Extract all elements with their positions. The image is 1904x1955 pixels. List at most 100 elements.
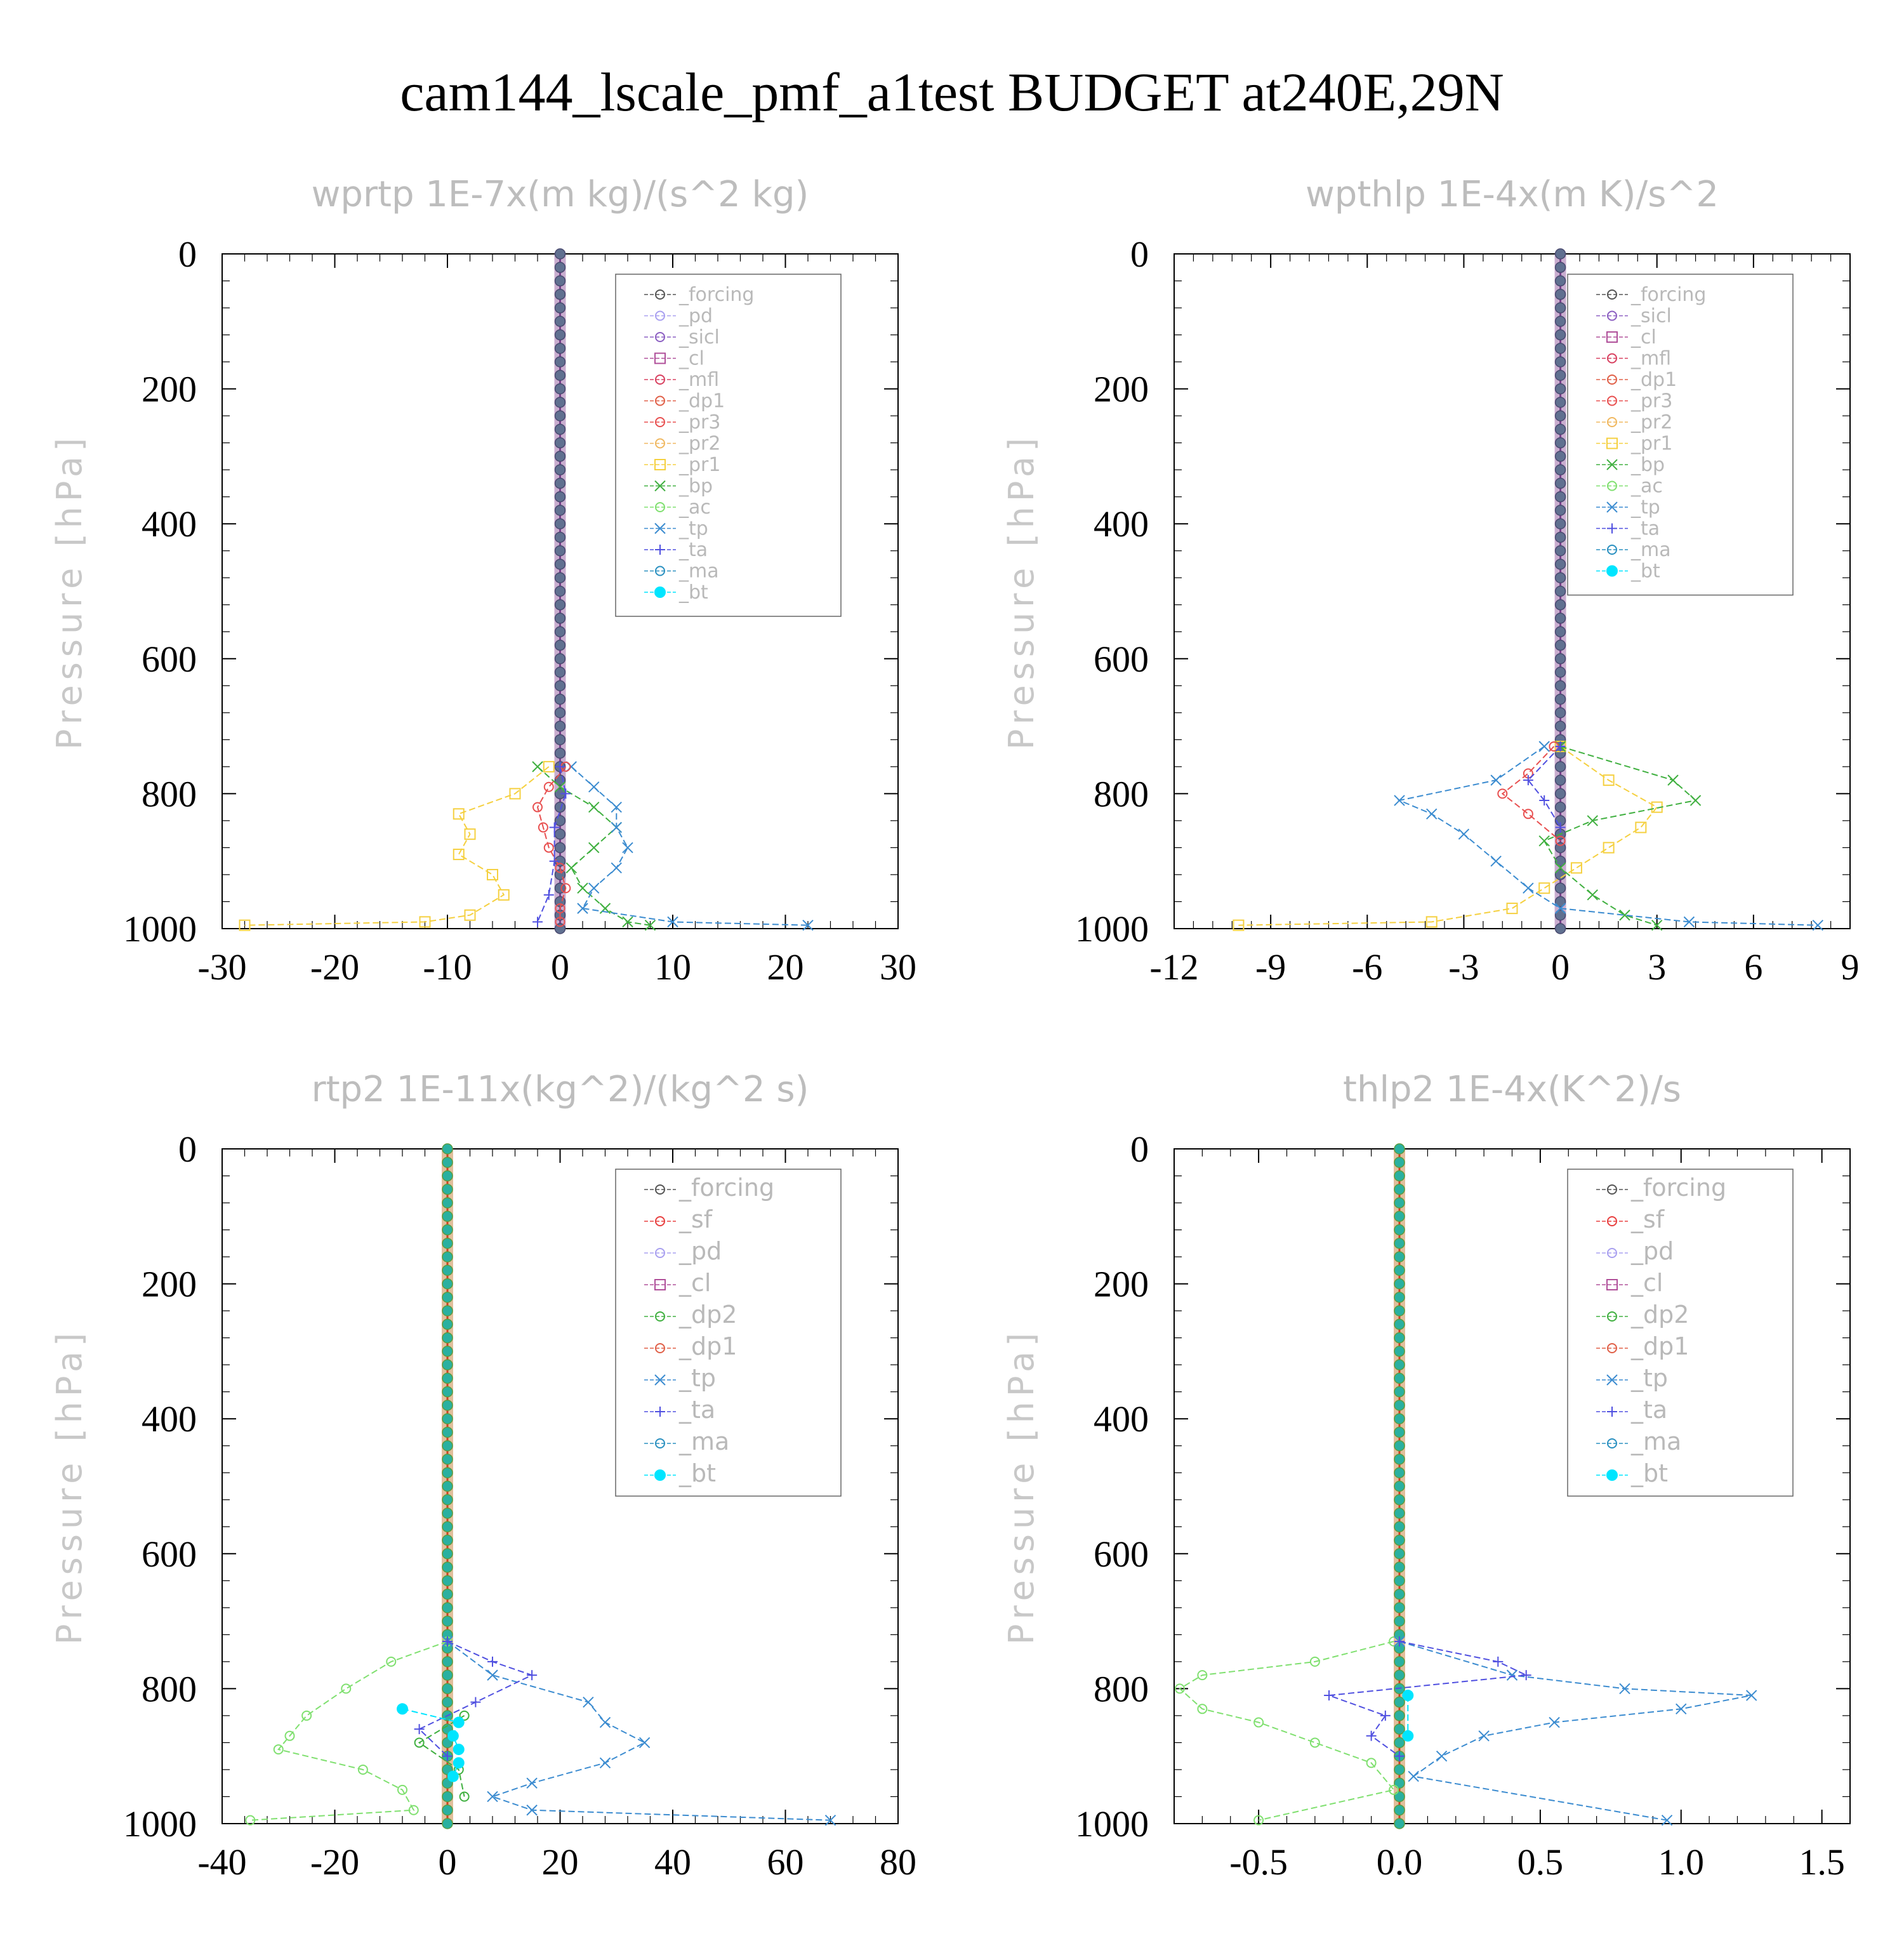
legend-marker <box>654 352 666 364</box>
plot-frame <box>1173 253 1851 929</box>
chart-svg: wprtp 1E-7x(m kg)/(s^2 kg) Pressure [hPa]… <box>50 174 916 988</box>
legend-marker <box>1607 353 1617 364</box>
legend-label: _dp1 <box>1630 1332 1689 1360</box>
y-tick-label: 200 <box>1094 1264 1149 1305</box>
data-point <box>1394 1751 1405 1761</box>
x-tick-label: 6 <box>1744 946 1762 988</box>
data-point <box>588 781 600 793</box>
legend-marker <box>654 522 666 534</box>
data-point <box>442 1751 453 1761</box>
legend-label: _dp1 <box>678 390 725 413</box>
series-line <box>1501 746 1561 842</box>
legend-label: _bt <box>678 581 708 604</box>
data-point <box>1309 1737 1320 1748</box>
legend-marker <box>654 586 666 598</box>
data-point <box>560 883 571 894</box>
legend-label: _ac <box>1630 475 1663 498</box>
y-tick-label: 600 <box>142 1534 197 1575</box>
legend-label: _ta <box>678 1396 715 1424</box>
data-point <box>538 822 548 833</box>
y-tick-label: 0 <box>178 1129 197 1170</box>
data-point <box>1555 822 1566 833</box>
data-point <box>802 919 814 931</box>
data-point <box>357 1764 368 1775</box>
zero-line-cluster <box>1394 1143 1405 1829</box>
panel-title: thlp2 1E-4x(K^2)/s <box>1343 1069 1681 1110</box>
legend-marker <box>1607 1216 1617 1226</box>
legend-label: _forcing <box>1630 284 1706 306</box>
data-point <box>1554 862 1566 874</box>
y-tick-label: 400 <box>1094 503 1149 545</box>
series-line <box>1397 746 1818 926</box>
data-point <box>464 909 476 921</box>
x-tick-label: -12 <box>1149 946 1198 988</box>
data-point <box>1506 1669 1518 1681</box>
data-point <box>588 801 600 813</box>
data-point <box>1253 1717 1264 1728</box>
data-point <box>459 1791 470 1802</box>
legend-label: _forcing <box>1630 1174 1726 1202</box>
data-point <box>555 917 565 927</box>
data-point <box>1587 815 1598 826</box>
main-title: cam144_lscale_pmf_a1test BUDGET at240E,2… <box>400 62 1504 123</box>
legend-marker <box>654 480 666 492</box>
series-bt <box>397 1703 465 1782</box>
series-ta <box>1324 1636 1531 1761</box>
y-tick-label: 1000 <box>1075 1803 1149 1845</box>
data-point <box>239 919 251 931</box>
y-tick-label: 800 <box>1094 1668 1149 1709</box>
series-pr1 <box>1233 740 1663 931</box>
data-point <box>397 1784 407 1795</box>
panel-thlp2: thlp2 1E-4x(K^2)/s Pressure [hPa] -0.5 0.0 0… <box>952 1054 1904 1955</box>
data-point <box>1603 774 1615 786</box>
x-tick-label: 40 <box>654 1841 691 1883</box>
panel-rtp2: rtp2 1E-11x(kg^2)/(kg^2 s) Pressure [hPa]… <box>0 1054 952 1955</box>
data-point <box>453 1744 465 1756</box>
panel-wprtp: wprtp 1E-7x(m kg)/(s^2 kg) Pressure [hPa]… <box>0 159 952 1060</box>
series-line <box>1179 1641 1395 1821</box>
x-tick-label: 0 <box>551 946 569 988</box>
x-tick-label: -30 <box>197 946 246 988</box>
data-point <box>1635 821 1647 833</box>
legend-label: _mfl <box>678 369 719 391</box>
legend-marker <box>1607 545 1617 555</box>
data-point <box>245 1815 256 1826</box>
data-point <box>560 788 571 799</box>
x-tick-label: -9 <box>1255 946 1286 988</box>
y-tick-label: 200 <box>142 369 197 410</box>
data-point <box>487 1656 498 1667</box>
data-point <box>1538 882 1550 894</box>
data-point <box>1436 1750 1448 1762</box>
legend-marker <box>1607 1248 1617 1258</box>
data-point <box>1389 1784 1399 1795</box>
chart-svg: thlp2 1E-4x(K^2)/s Pressure [hPa] -0.5 0.0 0… <box>1002 1069 1851 1883</box>
legend-marker <box>1606 331 1618 343</box>
legend-label: _dp1 <box>1630 369 1677 391</box>
series-line <box>1399 1641 1752 1821</box>
legend-label: _dp2 <box>1630 1301 1689 1329</box>
data-point <box>1408 1770 1419 1782</box>
data-point <box>622 842 633 854</box>
legend-label: _pr3 <box>678 411 720 434</box>
y-tick-label: 800 <box>142 1668 197 1709</box>
data-point <box>1538 741 1550 752</box>
legend-label: _cl <box>678 1269 711 1297</box>
data-point <box>1603 842 1615 854</box>
x-tick-label: 3 <box>1648 946 1666 988</box>
panel-title: wprtp 1E-7x(m kg)/(s^2 kg) <box>312 174 809 215</box>
x-tick-label: 20 <box>542 1841 579 1883</box>
data-point <box>824 1814 836 1826</box>
data-point <box>447 1730 459 1742</box>
data-point <box>644 919 656 931</box>
data-point <box>611 801 622 813</box>
data-point <box>1619 1683 1630 1695</box>
x-tick-label: 0 <box>1551 946 1570 988</box>
legend-marker <box>655 1438 665 1448</box>
legend-marker <box>1606 501 1618 513</box>
series-dp2 <box>414 1710 470 1802</box>
legend-label: _ma <box>678 1428 729 1455</box>
legend-marker <box>1607 310 1617 321</box>
series-tp <box>565 761 814 931</box>
series-line <box>1328 1641 1529 1757</box>
legend-marker <box>1607 374 1617 385</box>
